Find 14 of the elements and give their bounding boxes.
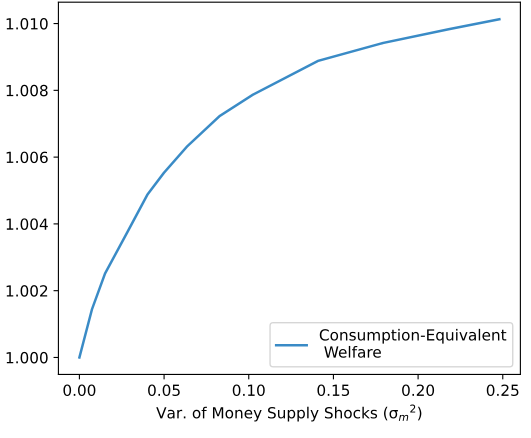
- y-tick-label: 1.000: [6, 352, 48, 364]
- y-tick-label: 1.006: [6, 152, 48, 164]
- x-tick-label: 0.00: [63, 384, 96, 396]
- y-tick-label: 1.004: [6, 218, 48, 230]
- x-tick-label: 0.10: [232, 384, 265, 396]
- y-tick-label: 1.008: [6, 84, 48, 96]
- y-tick-label: 1.010: [6, 18, 48, 30]
- x-tick-label: 0.20: [402, 384, 434, 396]
- legend-label: Consumption-Equivalent Welfare: [320, 328, 506, 358]
- x-tick-label: 0.15: [317, 384, 350, 396]
- x-tick-label: 0.25: [486, 384, 518, 396]
- x-tick-label: 0.05: [148, 384, 180, 396]
- y-tick-label: 1.002: [6, 285, 48, 297]
- x-axis-title: Var. of Money Supply Shocks (σ$_{m}$$^{2}$): [156, 404, 422, 422]
